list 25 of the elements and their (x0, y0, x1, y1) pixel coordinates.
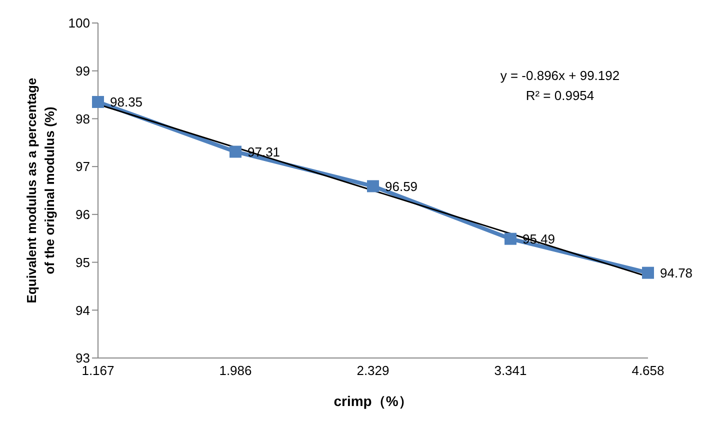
point (504, 232, 516, 245)
x-axis-title: crimp（%） (334, 393, 412, 409)
point (367, 180, 379, 192)
x-tick-label: 4.658 (632, 363, 664, 378)
point (230, 146, 242, 158)
data-label: 96.59 (385, 178, 418, 194)
annotation: y = -0.896x + 99.192 (500, 68, 620, 83)
y-axis-title: Equivalent modulus as a percentage of the original modulus (%) (24, 78, 57, 304)
y-tick-label: 94 (76, 302, 90, 318)
y-tick-label: 98 (76, 111, 90, 126)
annotation: R² = 0.9954 (526, 88, 594, 103)
y-tick-label: 93 (76, 350, 90, 366)
x-tick-label: 2.329 (356, 363, 390, 378)
data-label: 94.78 (660, 265, 693, 280)
y-tick-label: 99 (76, 63, 90, 78)
point (642, 266, 654, 279)
y-tick-label: 100 (68, 16, 90, 31)
y-tick-label: 95 (76, 254, 90, 270)
y-tick-label: 96 (76, 207, 90, 222)
y-tick-label: 97 (76, 159, 90, 174)
point (92, 96, 104, 108)
data-label: 98.35 (110, 94, 143, 110)
x-tick-label: 1.167 (82, 363, 114, 378)
x-tick-label: 3.341 (494, 363, 527, 378)
x-tick-label: 1.986 (219, 363, 252, 378)
